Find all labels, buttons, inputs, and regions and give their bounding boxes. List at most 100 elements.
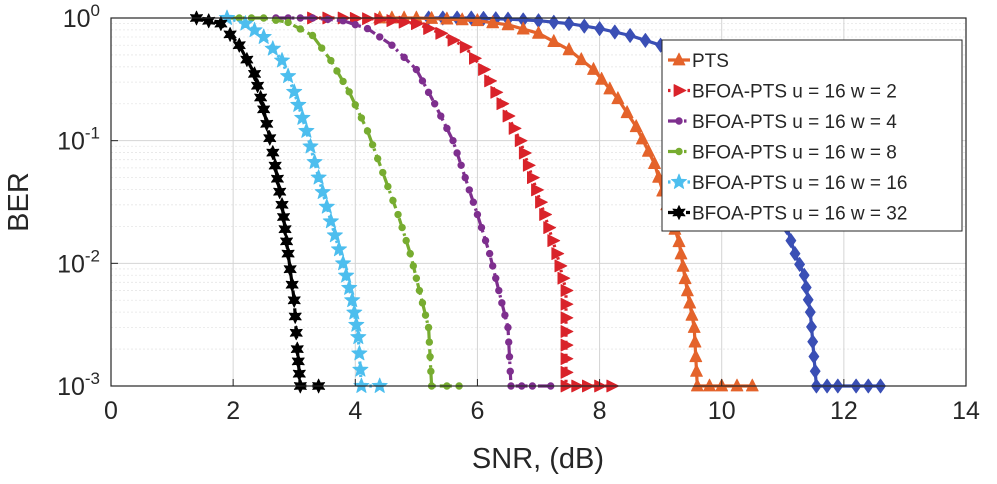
data-point xyxy=(266,145,280,161)
data-point xyxy=(495,286,503,295)
y-tick-base: 10 xyxy=(63,5,91,33)
data-point xyxy=(685,307,699,321)
data-point xyxy=(518,146,532,160)
legend-label: BFOA-PTS u = 16 w = 8 xyxy=(692,143,897,164)
y-tick-base: 10 xyxy=(57,250,85,278)
data-point xyxy=(504,323,512,332)
data-point xyxy=(806,319,817,335)
data-point xyxy=(687,320,701,333)
series-layer xyxy=(189,9,886,394)
data-point xyxy=(527,171,540,185)
legend-label: PTS xyxy=(692,51,729,72)
data-point xyxy=(681,283,694,297)
data-point xyxy=(333,67,341,75)
data-point xyxy=(327,56,335,65)
data-point xyxy=(302,138,319,154)
data-point xyxy=(690,363,703,377)
data-point xyxy=(346,304,363,320)
data-point xyxy=(277,209,291,225)
series-4 xyxy=(223,14,463,390)
data-point xyxy=(272,16,280,24)
data-point xyxy=(275,197,289,213)
data-point xyxy=(402,236,410,245)
data-point xyxy=(802,292,814,308)
data-point xyxy=(344,291,361,308)
data-point xyxy=(501,17,515,31)
data-point xyxy=(232,37,246,53)
data-point xyxy=(351,345,368,361)
data-point xyxy=(255,28,272,44)
legend-swatch xyxy=(668,117,690,125)
data-point xyxy=(455,12,469,26)
y-tick-label: 10-1 xyxy=(57,124,100,156)
data-point xyxy=(611,91,625,105)
data-point xyxy=(594,21,605,36)
x-axis-title: SNR, (dB) xyxy=(472,443,604,475)
data-point xyxy=(421,311,430,319)
legend-swatch xyxy=(668,52,690,66)
data-point xyxy=(264,40,281,56)
legend-marker xyxy=(675,117,683,125)
data-point xyxy=(373,154,382,163)
data-point xyxy=(678,271,692,285)
data-point xyxy=(690,378,704,392)
data-point xyxy=(629,119,643,133)
data-point xyxy=(368,141,377,149)
series-3 xyxy=(272,14,555,390)
data-point xyxy=(379,168,387,177)
data-point xyxy=(318,198,335,214)
data-point xyxy=(339,77,347,86)
y-tick-label: 10-3 xyxy=(57,369,100,401)
data-point xyxy=(254,90,268,105)
data-point xyxy=(481,236,490,245)
data-point xyxy=(535,195,548,209)
x-tick-label: 0 xyxy=(104,397,118,425)
data-point xyxy=(560,311,574,325)
data-point xyxy=(560,338,574,352)
data-point xyxy=(286,83,303,99)
data-point xyxy=(237,15,254,31)
data-point xyxy=(284,18,292,27)
data-point xyxy=(562,42,576,56)
data-point xyxy=(423,22,437,35)
data-point xyxy=(676,258,690,272)
series-2 xyxy=(307,11,620,393)
data-point xyxy=(418,299,427,307)
data-point xyxy=(505,353,514,361)
data-point xyxy=(514,134,528,148)
data-point xyxy=(424,323,433,332)
data-point xyxy=(560,284,574,297)
y-tick-base: 10 xyxy=(57,373,85,401)
data-point xyxy=(287,292,301,308)
data-point xyxy=(551,247,565,261)
data-point xyxy=(389,196,397,205)
data-point xyxy=(807,334,819,350)
data-point xyxy=(294,109,311,125)
data-point xyxy=(268,158,282,174)
data-point xyxy=(338,267,355,283)
data-point xyxy=(683,295,697,309)
x-tick-label: 2 xyxy=(226,397,240,425)
data-point xyxy=(412,274,421,282)
data-point xyxy=(412,65,421,74)
x-tick-label: 8 xyxy=(593,397,607,425)
data-point xyxy=(351,101,359,109)
data-point xyxy=(809,363,821,379)
data-point xyxy=(290,96,307,112)
data-point xyxy=(648,156,661,170)
data-point xyxy=(248,66,262,82)
data-point xyxy=(314,183,331,200)
data-point xyxy=(335,254,352,271)
y-tick-base: 10 xyxy=(57,128,85,156)
data-point xyxy=(351,20,359,29)
data-point xyxy=(223,26,237,42)
data-point xyxy=(281,246,295,262)
data-point xyxy=(624,28,636,43)
data-point xyxy=(640,33,651,48)
data-point xyxy=(730,378,744,392)
data-point xyxy=(263,130,277,146)
data-point xyxy=(490,85,504,99)
data-point xyxy=(310,169,327,185)
legend-marker xyxy=(671,173,687,189)
data-point xyxy=(642,143,655,157)
